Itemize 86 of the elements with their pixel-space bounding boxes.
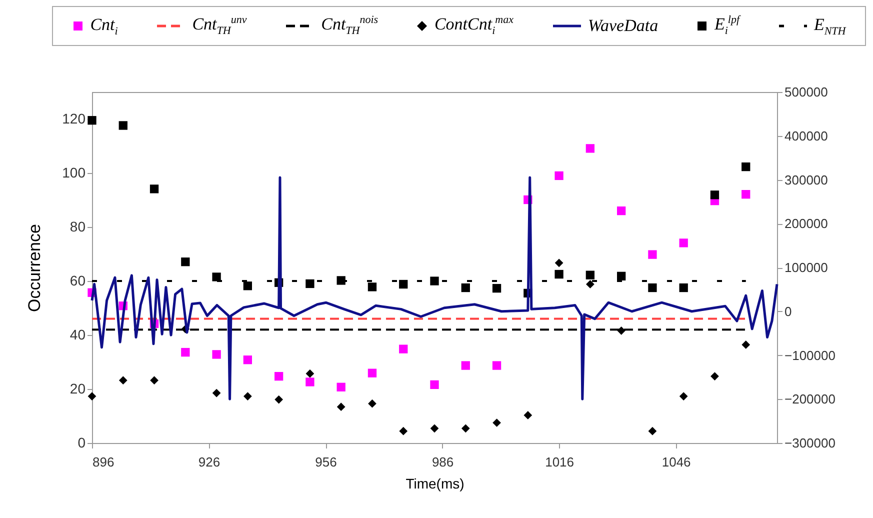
point	[492, 284, 502, 293]
x-tick-label: 896	[92, 454, 114, 470]
point	[368, 282, 377, 292]
point	[368, 399, 376, 408]
y-tick-label: 60	[70, 272, 86, 288]
point	[243, 282, 252, 290]
point	[118, 121, 128, 130]
point	[430, 276, 439, 286]
y-tick-label: 80	[70, 218, 86, 234]
point	[586, 280, 594, 288]
y-axis-title: Occurrence	[25, 224, 44, 312]
point	[88, 392, 96, 400]
point	[244, 392, 252, 400]
point	[492, 418, 501, 427]
point	[212, 272, 221, 282]
point	[461, 361, 470, 370]
point	[679, 392, 688, 400]
point	[181, 258, 190, 266]
y-tick-label: 40	[70, 326, 86, 342]
point	[336, 276, 346, 285]
x-tick-label: 1016	[545, 454, 574, 470]
point	[118, 376, 128, 385]
point	[524, 411, 532, 420]
x-tick-label: 986	[432, 454, 454, 470]
y2-tick-label: 200000	[784, 216, 828, 232]
point	[648, 426, 657, 436]
point	[742, 162, 750, 172]
y2-tick-label: −100000	[784, 348, 836, 363]
point	[306, 369, 314, 378]
y-tick-label: 100	[62, 164, 86, 180]
point	[742, 190, 750, 199]
y2-tick-label: 0	[784, 304, 792, 319]
y-tick-label: 20	[70, 380, 86, 396]
point	[742, 340, 750, 349]
point	[243, 356, 252, 364]
y2-tick-label: 400000	[784, 128, 828, 144]
point	[368, 368, 377, 378]
x-tick-label: 1046	[662, 454, 691, 470]
y-tick-label: 120	[62, 110, 86, 126]
point	[648, 250, 657, 259]
point	[554, 258, 564, 268]
y2-tick-label: −300000	[784, 436, 836, 450]
point	[461, 283, 470, 292]
point	[461, 424, 470, 433]
point	[679, 283, 688, 292]
point	[212, 350, 221, 359]
point	[430, 380, 439, 390]
point	[399, 426, 408, 436]
line-series	[90, 176, 778, 400]
point	[274, 372, 284, 381]
point	[88, 116, 96, 125]
point	[274, 395, 283, 404]
point	[554, 171, 564, 180]
point	[399, 280, 408, 289]
point	[399, 344, 408, 354]
y2-tick-label: −200000	[784, 392, 836, 407]
point	[430, 424, 439, 433]
point	[616, 272, 626, 280]
legend-label: WaveData	[588, 16, 658, 36]
y2-tick-label: 500000	[784, 84, 828, 100]
point	[710, 190, 720, 200]
point	[306, 279, 314, 288]
point	[586, 270, 595, 280]
point	[617, 326, 626, 335]
point	[150, 376, 158, 385]
point	[616, 206, 626, 216]
point	[181, 348, 190, 357]
point	[212, 388, 221, 398]
point	[336, 382, 346, 392]
x-tick-label: 926	[198, 454, 220, 470]
point	[554, 270, 564, 279]
point	[150, 184, 159, 194]
x-axis-title: Time(ms)	[406, 476, 464, 492]
point	[306, 378, 314, 386]
y2-tick-label: 100000	[784, 260, 828, 275]
point	[336, 402, 346, 412]
point	[710, 372, 719, 380]
x-tick-label: 956	[315, 454, 337, 470]
legend-label: E$_{NTH}$	[814, 14, 846, 38]
point	[648, 283, 657, 292]
legend-label: Cnt$_{i}$	[90, 14, 118, 38]
point	[679, 238, 688, 248]
y2-tick-label: 300000	[784, 172, 828, 188]
point	[586, 144, 595, 153]
y-tick-label: 0	[78, 434, 86, 450]
point	[492, 361, 502, 370]
